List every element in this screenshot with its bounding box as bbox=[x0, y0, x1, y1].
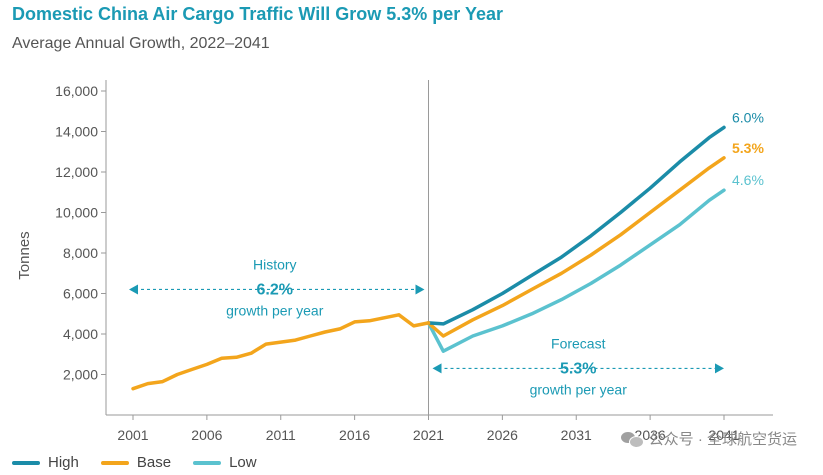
y-tick-label: 12,000 bbox=[55, 164, 98, 180]
history-label: History bbox=[253, 256, 297, 272]
x-tick-label: 2001 bbox=[117, 427, 148, 443]
chart-legend: High Base Low bbox=[12, 454, 257, 471]
legend-swatch-high bbox=[12, 460, 40, 465]
end-label-base: 5.3% bbox=[732, 140, 764, 156]
series-line-high bbox=[426, 125, 726, 326]
legend-label-base: Base bbox=[136, 454, 172, 471]
legend-item-base: Base bbox=[100, 454, 172, 471]
y-tick-label: 2,000 bbox=[63, 367, 98, 383]
y-tick-label: 6,000 bbox=[63, 286, 98, 302]
legend-item-low: Low bbox=[193, 454, 257, 471]
series-line-history bbox=[131, 313, 431, 391]
legend-label-high: High bbox=[48, 454, 79, 471]
x-tick-label: 2006 bbox=[191, 427, 222, 443]
y-tick-label: 14,000 bbox=[55, 124, 98, 140]
legend-label-low: Low bbox=[229, 454, 257, 471]
x-tick-label: 2016 bbox=[339, 427, 370, 443]
x-tick-label: 2041 bbox=[708, 427, 739, 443]
x-tick-label: 2021 bbox=[413, 427, 444, 443]
legend-item-high: High bbox=[12, 454, 79, 471]
annotation-layer: History 6.2% growth per year Forecast 5.3% gr… bbox=[129, 256, 724, 397]
forecast-arrow-arrowhead-right bbox=[715, 363, 724, 374]
y-tick-label: 10,000 bbox=[55, 205, 98, 221]
end-label-low: 4.6% bbox=[732, 172, 764, 188]
history-arrow-arrowhead-left bbox=[129, 284, 138, 295]
watermark: 公众号 · 全球航空货运 bbox=[620, 428, 797, 449]
chart-title: Domestic China Air Cargo Traffic Will Gr… bbox=[12, 4, 503, 24]
x-tick-label: 2026 bbox=[487, 427, 518, 443]
legend-swatch-low bbox=[193, 460, 222, 465]
x-tick-label: 2031 bbox=[561, 427, 592, 443]
history-value: 6.2% bbox=[257, 281, 293, 298]
end-label-high: 6.0% bbox=[732, 109, 764, 125]
chart-axes: 2,000 4,000 6,000 8,000 10,000 12,000 14,000 16… bbox=[16, 80, 773, 443]
chart-subtitle: Average Annual Growth, 2022–2041 bbox=[12, 35, 270, 52]
wechat-icon bbox=[620, 430, 644, 448]
y-tick-label: 8,000 bbox=[63, 245, 98, 261]
series-layer: 6.0% 5.3% 4.6% bbox=[131, 109, 764, 391]
forecast-label: Forecast bbox=[551, 335, 606, 351]
legend-swatch-base bbox=[100, 460, 129, 465]
history-caption: growth per year bbox=[226, 302, 324, 318]
watermark-text: 公众号 · 全球航空货运 bbox=[648, 431, 797, 448]
y-axis-title: Tonnes bbox=[16, 231, 33, 279]
forecast-value: 5.3% bbox=[560, 360, 596, 377]
series-line-low bbox=[426, 188, 726, 353]
forecast-caption: growth per year bbox=[530, 381, 628, 397]
y-tick-label: 4,000 bbox=[63, 326, 98, 342]
x-tick-label: 2011 bbox=[266, 427, 296, 443]
y-tick-label: 16,000 bbox=[55, 83, 98, 99]
forecast-arrow-arrowhead-left bbox=[432, 363, 442, 374]
series-line-base bbox=[426, 156, 726, 338]
history-arrow-arrowhead-right bbox=[415, 284, 425, 295]
